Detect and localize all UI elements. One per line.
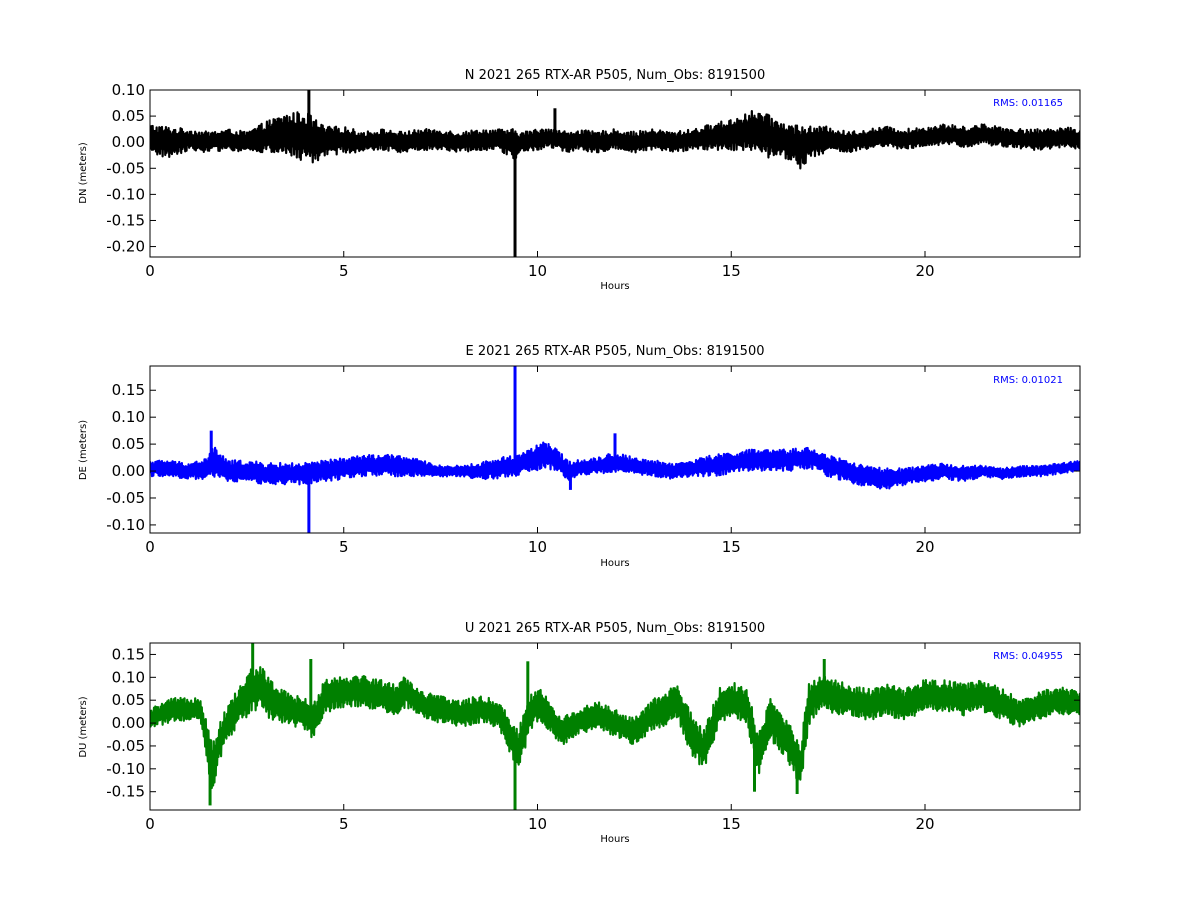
series-trend-line	[150, 453, 1080, 481]
y-tick-label: -0.05	[106, 159, 145, 177]
plot-area: 0 5 10 15 20 0.15 0.10 0.05 0.00 -0.05 -0.10	[106, 365, 1081, 556]
axes-frame	[149, 89, 1081, 258]
y-tick-label: -0.15	[106, 783, 145, 801]
y-tick-label: -0.10	[106, 760, 145, 778]
y-axis-label: DN (meters)	[78, 142, 89, 204]
x-tick-label: 20	[915, 815, 934, 833]
x-axis-label: Hours	[600, 558, 629, 569]
x-tick-label: 0	[145, 262, 155, 280]
panel-title: U 2021 265 RTX-AR P505, Num_Obs: 8191500	[465, 621, 765, 636]
x-tick-label: 5	[339, 262, 349, 280]
y-tick-label: -0.10	[106, 516, 145, 534]
axes-frame	[149, 642, 1081, 811]
y-axis-label: DU (meters)	[78, 696, 89, 757]
plot-area: 0 5 10 15 20 0.10 0.05 0.00 -0.05 -0.10 -0.15 -0.20	[106, 81, 1081, 280]
x-tick-label: 0	[145, 815, 155, 833]
y-tick-label: 0.00	[112, 462, 145, 480]
panel-north: N 2021 265 RTX-AR P505, Num_Obs: 8191500…	[78, 68, 1081, 292]
y-tick-label: 0.05	[112, 691, 145, 709]
series-group	[150, 90, 1080, 257]
y-tick-label: 0.00	[112, 133, 145, 151]
y-tick-label: 0.10	[112, 668, 145, 686]
panel-up: U 2021 265 RTX-AR P505, Num_Obs: 8191500…	[78, 621, 1081, 845]
panel-title: N 2021 265 RTX-AR P505, Num_Obs: 8191500	[465, 68, 765, 83]
x-tick-label: 15	[722, 538, 741, 556]
y-tick-label: 0.05	[112, 435, 145, 453]
y-tick-label: 0.15	[112, 381, 145, 399]
y-tick-label: -0.05	[106, 489, 145, 507]
x-tick-label: 0	[145, 538, 155, 556]
y-tick-label: -0.15	[106, 211, 145, 229]
x-tick-label: 15	[722, 815, 741, 833]
panel-east: E 2021 265 RTX-AR P505, Num_Obs: 8191500…	[78, 344, 1081, 569]
x-axis-label: Hours	[600, 834, 629, 845]
y-tick-label: -0.20	[106, 238, 145, 256]
y-axis-label: DE (meters)	[78, 420, 89, 480]
series-group	[150, 366, 1080, 533]
axes-frame	[149, 365, 1081, 534]
series-trend-line	[150, 684, 1080, 770]
x-tick-label: 20	[915, 538, 934, 556]
y-tick-label: 0.15	[112, 645, 145, 663]
plot-area: 0 5 10 15 20 0.15 0.10 0.05 0.00 -0.05 -0.10 -0.15	[106, 642, 1081, 833]
panel-title: E 2021 265 RTX-AR P505, Num_Obs: 8191500	[466, 344, 765, 359]
y-tick-label: 0.05	[112, 107, 145, 125]
y-tick-label: -0.05	[106, 737, 145, 755]
x-tick-label: 15	[722, 262, 741, 280]
y-tick-label: 0.10	[112, 81, 145, 99]
x-tick-label: 10	[528, 815, 547, 833]
series-trend-line	[150, 130, 1080, 150]
y-tick-label: -0.10	[106, 185, 145, 203]
y-tick-label: 0.10	[112, 408, 145, 426]
x-tick-label: 5	[339, 815, 349, 833]
rms-annotation: RMS: 0.01021	[993, 375, 1063, 386]
rms-annotation: RMS: 0.04955	[993, 651, 1063, 662]
x-tick-label: 10	[528, 262, 547, 280]
series-group	[150, 643, 1080, 810]
x-tick-label: 20	[915, 262, 934, 280]
y-tick-label: 0.00	[112, 714, 145, 732]
series-line	[150, 110, 1080, 170]
x-axis-label: Hours	[600, 281, 629, 292]
x-tick-label: 10	[528, 538, 547, 556]
rms-annotation: RMS: 0.01165	[993, 98, 1063, 109]
x-tick-label: 5	[339, 538, 349, 556]
